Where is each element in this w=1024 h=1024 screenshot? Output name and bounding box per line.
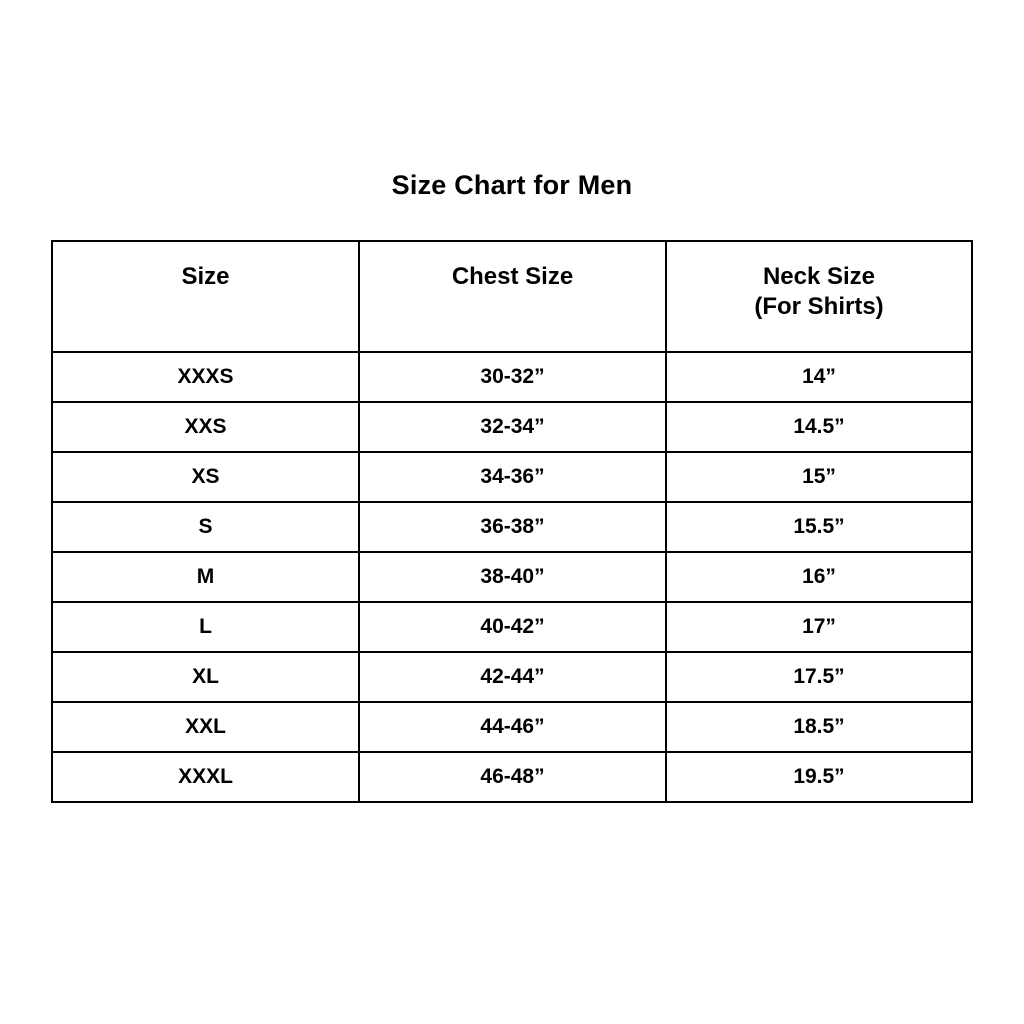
cell-chest: 40-42” bbox=[358, 601, 667, 653]
cell-chest: 44-46” bbox=[358, 701, 667, 753]
cell-chest: 42-44” bbox=[358, 651, 667, 703]
table-row: XXXS 30-32” 14” bbox=[51, 351, 973, 403]
table-row: XS 34-36” 15” bbox=[51, 451, 973, 503]
size-chart-table: Size Chest Size Neck Size (For Shirts) X… bbox=[51, 240, 973, 803]
cell-chest: 46-48” bbox=[358, 751, 667, 803]
cell-chest: 36-38” bbox=[358, 501, 667, 553]
cell-neck: 17” bbox=[665, 601, 973, 653]
page-title: Size Chart for Men bbox=[391, 170, 633, 200]
table-header-row: Size Chest Size Neck Size (For Shirts) bbox=[51, 240, 973, 353]
cell-chest: 32-34” bbox=[358, 401, 667, 453]
cell-chest: 30-32” bbox=[358, 351, 667, 403]
cell-neck: 15” bbox=[665, 451, 973, 503]
table-row: S 36-38” 15.5” bbox=[51, 501, 973, 553]
cell-size: XXL bbox=[51, 701, 360, 753]
cell-size: XXXL bbox=[51, 751, 360, 803]
table-row: XL 42-44” 17.5” bbox=[51, 651, 973, 703]
column-header-neck-size: Neck Size (For Shirts) bbox=[665, 240, 973, 353]
column-header-neck-size-line-2: (For Shirts) bbox=[754, 293, 884, 320]
cell-size: L bbox=[51, 601, 360, 653]
cell-neck: 17.5” bbox=[665, 651, 973, 703]
cell-size: XXXS bbox=[51, 351, 360, 403]
size-chart-table-container: Size Chest Size Neck Size (For Shirts) X… bbox=[51, 240, 973, 803]
column-header-neck-size-line-1: Neck Size bbox=[762, 263, 876, 290]
cell-chest: 38-40” bbox=[358, 551, 667, 603]
cell-size: M bbox=[51, 551, 360, 603]
column-header-size: Size bbox=[51, 240, 360, 353]
table-row: L 40-42” 17” bbox=[51, 601, 973, 653]
cell-size: XL bbox=[51, 651, 360, 703]
column-header-size-line-1: Size bbox=[181, 263, 230, 290]
cell-chest: 34-36” bbox=[358, 451, 667, 503]
cell-neck: 18.5” bbox=[665, 701, 973, 753]
cell-neck: 15.5” bbox=[665, 501, 973, 553]
table-row: XXL 44-46” 18.5” bbox=[51, 701, 973, 753]
column-header-chest-size: Chest Size bbox=[358, 240, 667, 353]
cell-size: S bbox=[51, 501, 360, 553]
table-body: XXXS 30-32” 14” XXS 32-34” 14.5” XS 34-3… bbox=[51, 351, 973, 803]
cell-neck: 16” bbox=[665, 551, 973, 603]
cell-size: XXS bbox=[51, 401, 360, 453]
cell-neck: 14.5” bbox=[665, 401, 973, 453]
table-row: XXS 32-34” 14.5” bbox=[51, 401, 973, 453]
table-row: M 38-40” 16” bbox=[51, 551, 973, 603]
table-header: Size Chest Size Neck Size (For Shirts) bbox=[51, 240, 973, 353]
table-row: XXXL 46-48” 19.5” bbox=[51, 751, 973, 803]
cell-size: XS bbox=[51, 451, 360, 503]
cell-neck: 19.5” bbox=[665, 751, 973, 803]
cell-neck: 14” bbox=[665, 351, 973, 403]
column-header-chest-size-line-1: Chest Size bbox=[451, 263, 574, 290]
